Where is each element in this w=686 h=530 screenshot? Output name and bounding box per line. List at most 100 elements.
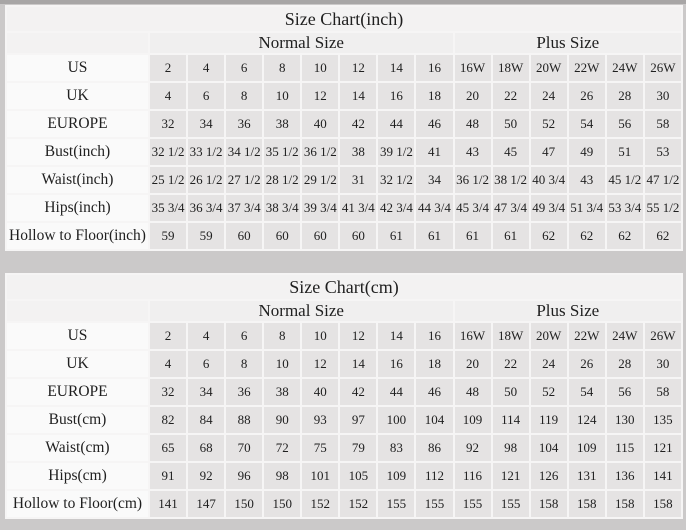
size-value-cell: 2: [147, 321, 189, 351]
size-value-cell: 55 1/2: [642, 193, 684, 223]
size-value-cell: 43: [452, 137, 493, 167]
group-header-normal-size: Normal Size: [148, 299, 455, 323]
size-chart-inch-table: Size Chart(inch) Normal Size Plus Size US 2 4…: [5, 5, 684, 251]
size-value-cell: 38: [338, 137, 379, 167]
size-value-cell: 150: [262, 489, 303, 519]
size-value-cell: 8: [224, 349, 265, 379]
size-value-cell: 14: [338, 349, 379, 379]
size-value-cell: 92: [452, 433, 493, 463]
size-value-cell: 26 1/2: [186, 165, 227, 195]
row-label: EUROPE: [5, 377, 150, 407]
size-value-cell: 141: [147, 489, 189, 519]
size-value-cell: 37 3/4: [224, 193, 265, 223]
size-value-cell: 52: [528, 377, 569, 407]
size-value-cell: 30: [642, 81, 684, 111]
size-value-cell: 40 3/4: [528, 165, 569, 195]
size-value-cell: 41 3/4: [338, 193, 379, 223]
size-value-cell: 61: [452, 221, 493, 251]
size-value-cell: 12: [300, 81, 341, 111]
size-value-cell: 24W: [604, 53, 645, 83]
size-value-cell: 147: [186, 489, 227, 519]
size-value-cell: 62: [604, 221, 645, 251]
size-value-cell: 109: [452, 405, 493, 435]
size-value-cell: 48: [452, 109, 493, 139]
size-value-cell: 28: [604, 81, 645, 111]
size-value-cell: 58: [642, 109, 684, 139]
size-value-cell: 115: [604, 433, 645, 463]
size-value-cell: 109: [376, 461, 417, 491]
size-value-cell: 62: [642, 221, 684, 251]
size-value-cell: 155: [490, 489, 531, 519]
row-label: US: [5, 321, 150, 351]
size-value-cell: 50: [490, 109, 531, 139]
size-value-cell: 8: [224, 81, 265, 111]
size-value-cell: 49: [566, 137, 607, 167]
size-value-cell: 53: [642, 137, 684, 167]
size-chart-inch-section: Size Chart(inch) Normal Size Plus Size US 2 4…: [5, 5, 684, 251]
size-value-cell: 126: [528, 461, 569, 491]
size-value-cell: 24: [528, 81, 569, 111]
size-value-cell: 46: [414, 109, 455, 139]
size-value-cell: 42: [338, 377, 379, 407]
size-value-cell: 124: [566, 405, 607, 435]
size-value-cell: 60: [300, 221, 341, 251]
row-label: Bust(cm): [5, 405, 150, 435]
size-value-cell: 33 1/2: [186, 137, 227, 167]
size-value-cell: 32: [147, 109, 189, 139]
size-value-cell: 91: [147, 461, 189, 491]
size-value-cell: 152: [338, 489, 379, 519]
size-value-cell: 10: [262, 81, 303, 111]
size-value-cell: 44 3/4: [414, 193, 455, 223]
size-value-cell: 58: [642, 377, 684, 407]
size-value-cell: 26W: [642, 53, 684, 83]
size-value-cell: 26W: [642, 321, 684, 351]
size-value-cell: 42 3/4: [376, 193, 417, 223]
row-label: Hollow to Floor(cm): [5, 489, 150, 519]
size-value-cell: 30: [642, 349, 684, 379]
size-value-cell: 34: [186, 109, 227, 139]
size-value-cell: 44: [376, 109, 417, 139]
size-chart-cm-section: Size Chart(cm) Normal Size Plus Size US 2 4 6 8…: [5, 273, 684, 519]
size-value-cell: 6: [224, 321, 265, 351]
size-value-cell: 31: [338, 165, 379, 195]
size-value-cell: 136: [604, 461, 645, 491]
size-value-cell: 135: [642, 405, 684, 435]
size-value-cell: 119: [528, 405, 569, 435]
row-label: US: [5, 53, 150, 83]
size-value-cell: 14: [376, 53, 417, 83]
size-value-cell: 72: [262, 433, 303, 463]
size-value-cell: 131: [566, 461, 607, 491]
size-value-cell: 14: [376, 321, 417, 351]
size-value-cell: 2: [147, 53, 189, 83]
size-value-cell: 39 1/2: [376, 137, 417, 167]
size-value-cell: 36: [224, 109, 265, 139]
size-value-cell: 32 1/2: [147, 137, 189, 167]
size-value-cell: 158: [528, 489, 569, 519]
size-value-cell: 40: [300, 377, 341, 407]
size-value-cell: 121: [490, 461, 531, 491]
size-value-cell: 28 1/2: [262, 165, 303, 195]
size-value-cell: 34: [186, 377, 227, 407]
row-label: Waist(cm): [5, 433, 150, 463]
size-value-cell: 104: [528, 433, 569, 463]
size-value-cell: 40: [300, 109, 341, 139]
size-value-cell: 25 1/2: [147, 165, 189, 195]
size-value-cell: 47: [528, 137, 569, 167]
size-value-cell: 24W: [604, 321, 645, 351]
row-label: Waist(inch): [5, 165, 150, 195]
size-value-cell: 42: [338, 109, 379, 139]
size-value-cell: 39 3/4: [300, 193, 341, 223]
size-value-cell: 105: [338, 461, 379, 491]
size-value-cell: 150: [224, 489, 265, 519]
size-chart-cm-table: Size Chart(cm) Normal Size Plus Size US 2 4 6 8…: [5, 273, 684, 519]
size-value-cell: 22W: [566, 53, 607, 83]
size-value-cell: 84: [186, 405, 227, 435]
size-value-cell: 75: [300, 433, 341, 463]
row-label: Hips(cm): [5, 461, 150, 491]
size-value-cell: 65: [147, 433, 189, 463]
size-value-cell: 12: [338, 53, 379, 83]
size-value-cell: 29 1/2: [300, 165, 341, 195]
size-value-cell: 34 1/2: [224, 137, 265, 167]
size-value-cell: 47 3/4: [490, 193, 531, 223]
size-value-cell: 26: [566, 81, 607, 111]
